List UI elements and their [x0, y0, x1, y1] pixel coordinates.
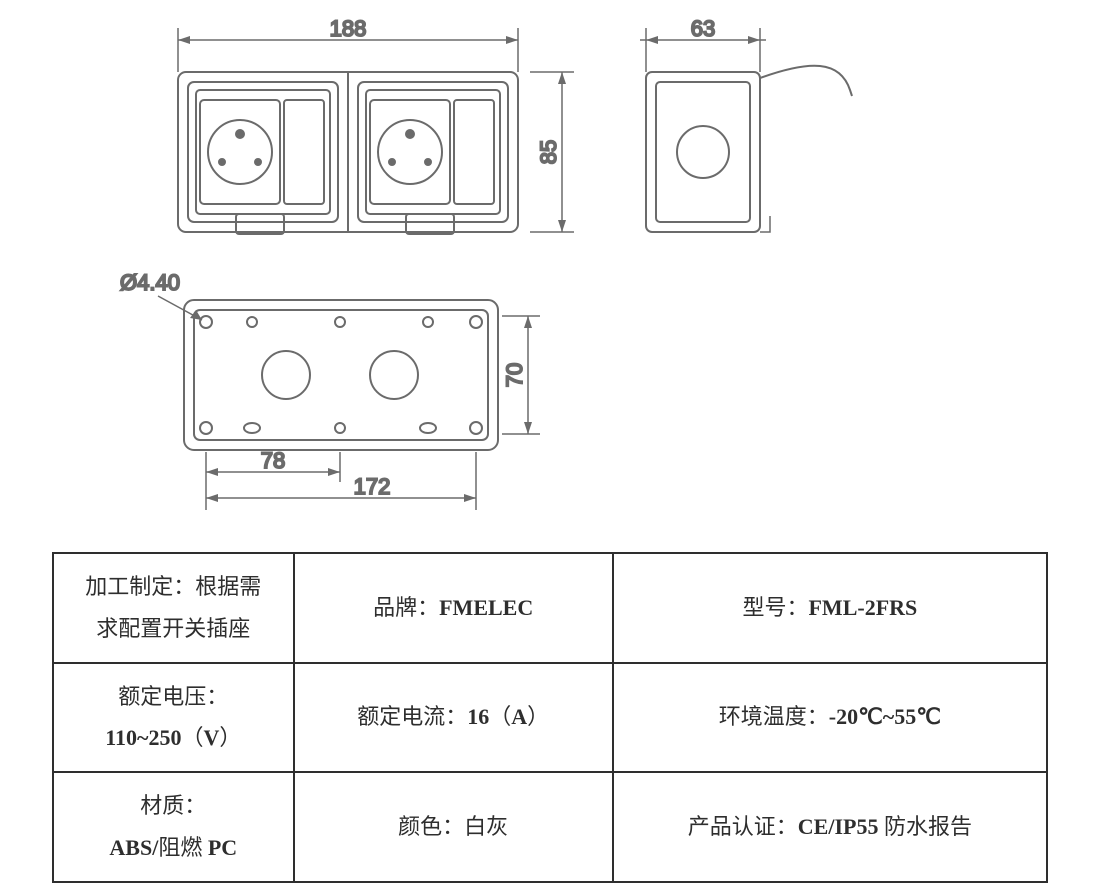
- dim-base-height: 70: [502, 363, 527, 387]
- cell-value: FMELEC: [439, 595, 533, 620]
- cell-label: 材质：: [140, 793, 206, 818]
- cell-voltage: 额定电压： 110~250（V）: [53, 663, 294, 773]
- cell-label: 额定电压：: [118, 684, 228, 709]
- cell-cert: 产品认证：CE/IP55 防水报告: [613, 772, 1047, 882]
- dim-depth: 63: [691, 16, 715, 41]
- table-row: 加工制定：根据需 求配置开关插座 品牌：FMELEC 型号：FML-2FRS: [53, 553, 1047, 663]
- cell-processing: 加工制定：根据需 求配置开关插座: [53, 553, 294, 663]
- dim-pitch-172: 172: [354, 474, 391, 499]
- dim-hole-dia: Ø4.40: [120, 270, 180, 295]
- technical-drawing: 188: [0, 0, 1100, 550]
- cell-temp: 环境温度：-20℃~55℃: [613, 663, 1047, 773]
- dim-height-front: 85: [536, 140, 561, 164]
- cell-material: 材质： ABS/阻燃 PC: [53, 772, 294, 882]
- cell-brand: 品牌：FMELEC: [294, 553, 613, 663]
- cell-value: 16: [467, 704, 489, 729]
- cell-label: 型号：: [742, 595, 808, 620]
- spec-table: 加工制定：根据需 求配置开关插座 品牌：FMELEC 型号：FML-2FRS 额…: [52, 552, 1048, 883]
- dim-width: 188: [330, 16, 367, 41]
- cell-label: 产品认证：: [688, 814, 798, 839]
- table-row: 材质： ABS/阻燃 PC 颜色：白灰 产品认证：CE/IP55 防水报告: [53, 772, 1047, 882]
- cell-value: 白灰: [464, 814, 508, 839]
- page: 188: [0, 0, 1100, 879]
- cell-label: 品牌：: [373, 595, 439, 620]
- drawing-svg: 188: [0, 0, 1100, 550]
- cell-color: 颜色：白灰: [294, 772, 613, 882]
- cell-value: -20℃~55℃: [829, 704, 941, 729]
- table-row: 额定电压： 110~250（V） 额定电流：16（A） 环境温度：-20℃~55…: [53, 663, 1047, 773]
- cell-model: 型号：FML-2FRS: [613, 553, 1047, 663]
- cell-current: 额定电流：16（A）: [294, 663, 613, 773]
- cell-value: 110~250: [105, 725, 181, 750]
- cell-value: FML-2FRS: [808, 595, 917, 620]
- dim-pitch-78: 78: [261, 448, 285, 473]
- cell-text: 加工制定：根据需: [85, 574, 261, 599]
- cell-text: 求配置开关插座: [96, 616, 250, 641]
- cell-label: 环境温度：: [719, 704, 829, 729]
- cell-label: 额定电流：: [357, 704, 467, 729]
- cell-label: 颜色：: [398, 814, 464, 839]
